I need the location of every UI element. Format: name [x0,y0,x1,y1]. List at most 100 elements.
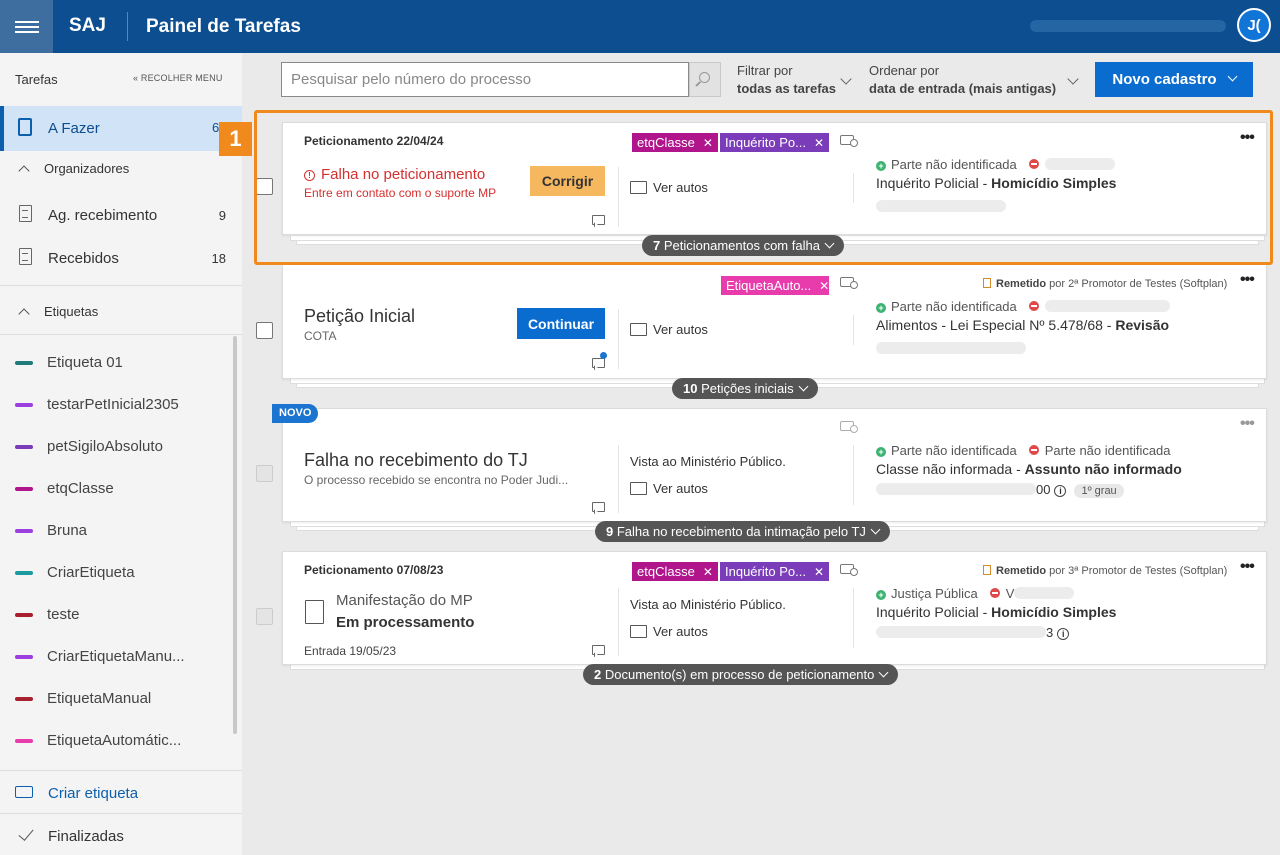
plus-circle-icon: + [876,447,886,457]
card-checkbox[interactable] [256,322,273,339]
party-passive: V [1005,586,1015,601]
sidebar-tag-item[interactable]: etqClasse [0,468,240,510]
add-tag-icon[interactable] [840,277,858,289]
top-bar: SAJ Painel de Tarefas J( [0,0,1280,53]
link-label: Ver autos [653,180,708,195]
novo-cadastro-button[interactable]: Novo cadastro [1095,62,1253,97]
sidebar-tag-item[interactable]: CriarEtiquetaManu... [0,636,240,678]
chevron-down-icon [870,524,881,535]
comment-icon[interactable] [592,215,605,225]
chevron-down-icon [1227,71,1238,82]
tag-label: EtiquetaAutomátic... [47,732,182,749]
filter-dropdown[interactable]: Filtrar por todas as tarefas [737,63,855,96]
info-icon[interactable]: i [1054,485,1067,497]
plus-circle-icon: + [876,590,886,600]
criar-etiqueta-button[interactable]: Criar etiqueta [0,770,242,813]
tag-label: Inquérito Po... [725,135,806,150]
tag-chip[interactable]: etqClasse ✕ [632,133,718,152]
collapse-menu-button[interactable]: « RECOLHER MENU [133,73,223,83]
remove-tag-icon[interactable]: ✕ [702,565,713,579]
add-tag-icon[interactable] [840,564,858,576]
middle-status: Vista ao Ministério Público. [630,454,786,469]
more-options-button[interactable]: ••• [1240,558,1255,575]
tag-chip[interactable]: Inquérito Po... ✕ [720,133,829,152]
tag-chip[interactable]: EtiquetaAuto... ✕ [721,276,829,295]
comment-icon[interactable] [592,645,605,655]
group-expand-pill[interactable]: 2 Documento(s) em processo de peticionam… [583,664,899,685]
ver-autos-link[interactable]: Ver autos [630,179,708,195]
ver-autos-link[interactable]: Ver autos [630,321,708,337]
sidebar-tag-item[interactable]: teste [0,594,240,636]
tag-label: Etiqueta 01 [47,354,123,371]
ver-autos-link[interactable]: Ver autos [630,480,708,496]
more-options-button[interactable]: ••• [1240,415,1255,432]
sidebar-tag-item[interactable]: EtiquetaManual [0,678,240,720]
tag-chip[interactable]: Inquérito Po... ✕ [720,562,829,581]
continuar-button[interactable]: Continuar [517,308,605,339]
sidebar: Tarefas « RECOLHER MENU A Fazer 6 Organi… [0,53,242,855]
card-header: Peticionamento 22/04/24 [304,134,444,148]
party-active: Parte não identificada [891,299,1017,314]
subject-label: Revisão [1115,317,1170,333]
document-icon [19,248,32,265]
sidebar-tag-item[interactable]: testarPetInicial2305 [0,384,240,426]
order-dropdown[interactable]: Ordenar por data de entrada (mais antiga… [869,63,1079,96]
party-active: Parte não identificada [891,443,1017,458]
more-options-button[interactable]: ••• [1240,271,1255,288]
sidebar-tag-item[interactable]: CriarEtiqueta [0,552,240,594]
corrigir-button[interactable]: Corrigir [530,166,605,196]
class-label: Classe não informada - [876,461,1025,477]
redacted-party [1014,587,1075,599]
tag-color-swatch [15,655,33,659]
task-card[interactable]: Peticionamento 07/08/23 Manifestação do … [282,551,1267,665]
comment-icon[interactable] [592,502,605,512]
add-tag-icon[interactable] [840,421,858,433]
ver-autos-link[interactable]: Ver autos [630,623,708,639]
remove-tag-icon[interactable]: ✕ [813,136,825,150]
info-icon[interactable]: i [1057,628,1070,640]
sidebar-item-ag-recebimento[interactable]: Ag. recebimento 9 [0,195,242,235]
task-card[interactable]: Falha no recebimento do TJ O processo re… [282,408,1267,522]
section-label: Organizadores [44,161,130,176]
tag-label: teste [47,606,80,623]
search-button[interactable] [689,62,721,97]
order-label: Ordenar por [869,63,940,78]
sidebar-item-recebidos[interactable]: Recebidos 18 [0,238,242,278]
sidebar-scrollbar[interactable] [233,336,237,734]
group-expand-pill[interactable]: 9 Falha no recebimento da intimação pelo… [595,521,890,542]
link-label: Ver autos [653,322,708,337]
add-tag-icon [15,786,33,798]
tag-color-swatch [15,487,33,491]
document-icon [19,205,32,222]
sidebar-item-finalizadas[interactable]: Finalizadas [0,813,242,855]
sidebar-tag-item[interactable]: Bruna [0,510,240,552]
sidebar-tag-item[interactable]: petSigiloAbsoluto [0,426,240,468]
add-tag-icon[interactable] [840,135,858,147]
group-expand-pill[interactable]: 7 Peticionamentos com falha [642,235,844,256]
process-number-suffix: 3 [1046,625,1054,640]
task-card[interactable]: Petição Inicial COTA Continuar EtiquetaA… [282,265,1267,379]
more-options-button[interactable]: ••• [1240,129,1255,146]
user-avatar[interactable]: J( [1237,8,1271,42]
comment-icon[interactable] [592,358,605,368]
link-label: Ver autos [653,481,708,496]
tag-chip[interactable]: etqClasse ✕ [632,562,718,581]
middle-status: Vista ao Ministério Público. [630,597,786,612]
class-label: Alimentos - Lei Especial Nº 5.478/68 - [876,317,1116,333]
remove-tag-icon[interactable]: ✕ [702,136,713,150]
organizadores-toggle[interactable]: Organizadores [18,161,130,177]
remove-tag-icon[interactable]: ✕ [819,279,829,293]
sidebar-tag-item[interactable]: Etiqueta 01 [0,342,240,384]
search-input[interactable] [282,63,688,96]
brand-logo[interactable]: SAJ [69,15,106,36]
notification-dot [600,352,607,359]
sidebar-item-label: Recebidos [48,250,119,267]
group-expand-pill[interactable]: 10 Petições iniciais [672,378,818,399]
tag-color-swatch [15,697,33,701]
hamburger-menu-button[interactable] [0,0,53,53]
sidebar-tag-item[interactable]: EtiquetaAutomátic... [0,720,240,762]
remove-tag-icon[interactable]: ✕ [813,565,825,579]
task-card[interactable]: Peticionamento 22/04/24 ! Falha no petici… [282,122,1267,235]
etiquetas-toggle[interactable]: Etiquetas [18,304,98,320]
sidebar-item-a-fazer[interactable]: A Fazer 6 [0,106,242,151]
